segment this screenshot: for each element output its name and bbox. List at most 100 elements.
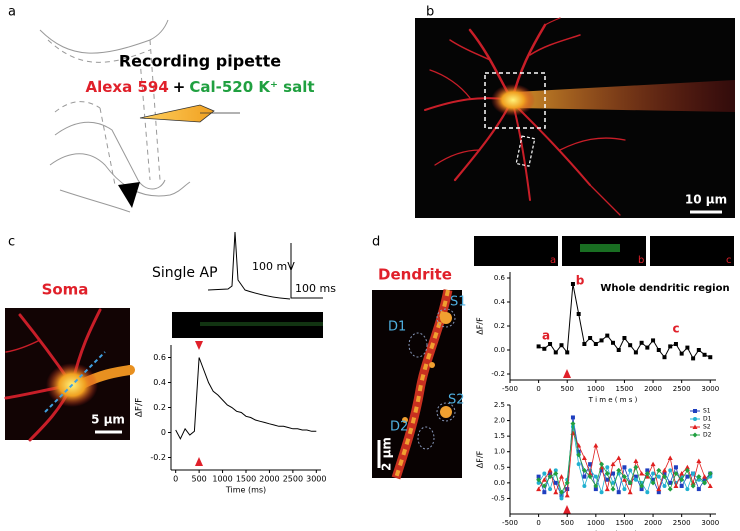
data-point <box>582 483 587 488</box>
annotation: c <box>672 322 679 336</box>
data-point <box>679 351 684 356</box>
x-tick-label: 0 <box>173 475 178 484</box>
strip-signal <box>580 244 620 252</box>
legend-label: S1 <box>703 408 711 415</box>
data-point <box>588 462 593 467</box>
data-point <box>628 343 633 348</box>
data-point <box>628 468 633 473</box>
legend-marker <box>692 432 698 438</box>
data-line <box>175 357 317 440</box>
data-point <box>627 489 633 495</box>
data-point <box>696 487 701 492</box>
y-tick-label: 0.2 <box>153 403 166 412</box>
data-point <box>644 471 650 477</box>
data-point <box>611 480 615 485</box>
x-tick-label: 3000 <box>306 475 326 484</box>
data-point <box>559 343 564 348</box>
data-point <box>685 345 690 350</box>
data-point <box>605 333 610 338</box>
x-tick-label: 1000 <box>212 475 232 484</box>
data-point <box>547 474 553 480</box>
data-point <box>627 480 633 486</box>
data-point <box>679 483 684 488</box>
data-point <box>690 483 696 489</box>
data-point <box>576 452 582 458</box>
x-tick-label: 0 <box>536 519 540 527</box>
y-tick-label: 2.0 <box>494 417 505 425</box>
data-point <box>707 471 713 477</box>
data-point <box>621 477 627 482</box>
data-point <box>656 474 661 479</box>
x-tick-label: 500 <box>191 475 206 484</box>
data-point <box>559 474 564 479</box>
data-point <box>599 461 605 467</box>
data-point <box>553 350 558 355</box>
roi-label: D1 <box>388 320 406 335</box>
data-point <box>639 340 644 345</box>
y-axis-label: ΔF/F <box>476 317 485 335</box>
data-point <box>587 471 593 476</box>
x-tick-label: 1500 <box>616 519 634 527</box>
strips: a b c <box>474 236 734 266</box>
strip-label: a <box>550 255 556 266</box>
data-point <box>651 338 656 343</box>
dendrite-core <box>394 289 450 479</box>
data-point <box>645 468 650 473</box>
data-point <box>542 471 547 476</box>
data-point <box>564 492 570 498</box>
x-tick-label: -500 <box>502 385 518 393</box>
data-point <box>582 474 587 479</box>
data-point <box>633 477 638 482</box>
x-tick-label: 3000 <box>701 385 719 393</box>
data-point <box>616 490 621 495</box>
y-tick-label: -0.2 <box>491 370 505 378</box>
data-point <box>570 415 575 420</box>
data-point <box>616 455 622 460</box>
data-point <box>605 477 610 482</box>
data-point <box>547 467 553 473</box>
panel-label: b <box>426 5 434 20</box>
data-point <box>581 455 587 460</box>
data-line <box>538 283 711 360</box>
line-scan <box>44 351 106 413</box>
pipette-title: Recording pipette <box>119 52 281 71</box>
data-point <box>685 487 690 492</box>
data-point <box>565 350 570 355</box>
x-tick-label: 1000 <box>587 385 605 393</box>
data-point <box>553 471 559 477</box>
data-point <box>616 467 622 473</box>
data-point <box>536 474 541 479</box>
stimulus-marker <box>563 505 571 514</box>
time-scale: 100 ms <box>295 282 336 295</box>
data-point <box>536 344 541 349</box>
data-point <box>645 490 650 495</box>
x-tick-label: 2500 <box>673 519 691 527</box>
data-point <box>593 342 598 346</box>
data-point <box>656 467 662 473</box>
image-title: Dendrite <box>378 266 452 284</box>
data-point <box>541 483 547 489</box>
stimulus-marker <box>195 457 203 466</box>
y-tick-label: 0.0 <box>494 479 505 487</box>
data-point <box>570 282 575 286</box>
x-tick-label: 1500 <box>236 475 256 484</box>
data-point <box>581 467 587 473</box>
data-point <box>622 487 627 492</box>
y-tick-label: 1.5 <box>494 432 505 440</box>
data-point <box>673 342 678 346</box>
data-point <box>564 480 570 486</box>
y-tick-label: 0.5 <box>494 463 505 471</box>
soma <box>491 84 535 116</box>
legend-label: S2 <box>703 424 711 431</box>
data-point <box>604 486 610 492</box>
data-point <box>668 468 673 473</box>
scale-label: 10 µm <box>685 193 727 207</box>
data-point <box>610 461 616 467</box>
dye-plus: + <box>173 78 186 96</box>
data-point <box>667 486 673 492</box>
data-point <box>662 483 667 488</box>
data-point <box>656 490 661 495</box>
data-point <box>576 462 581 467</box>
data-point <box>622 336 627 340</box>
